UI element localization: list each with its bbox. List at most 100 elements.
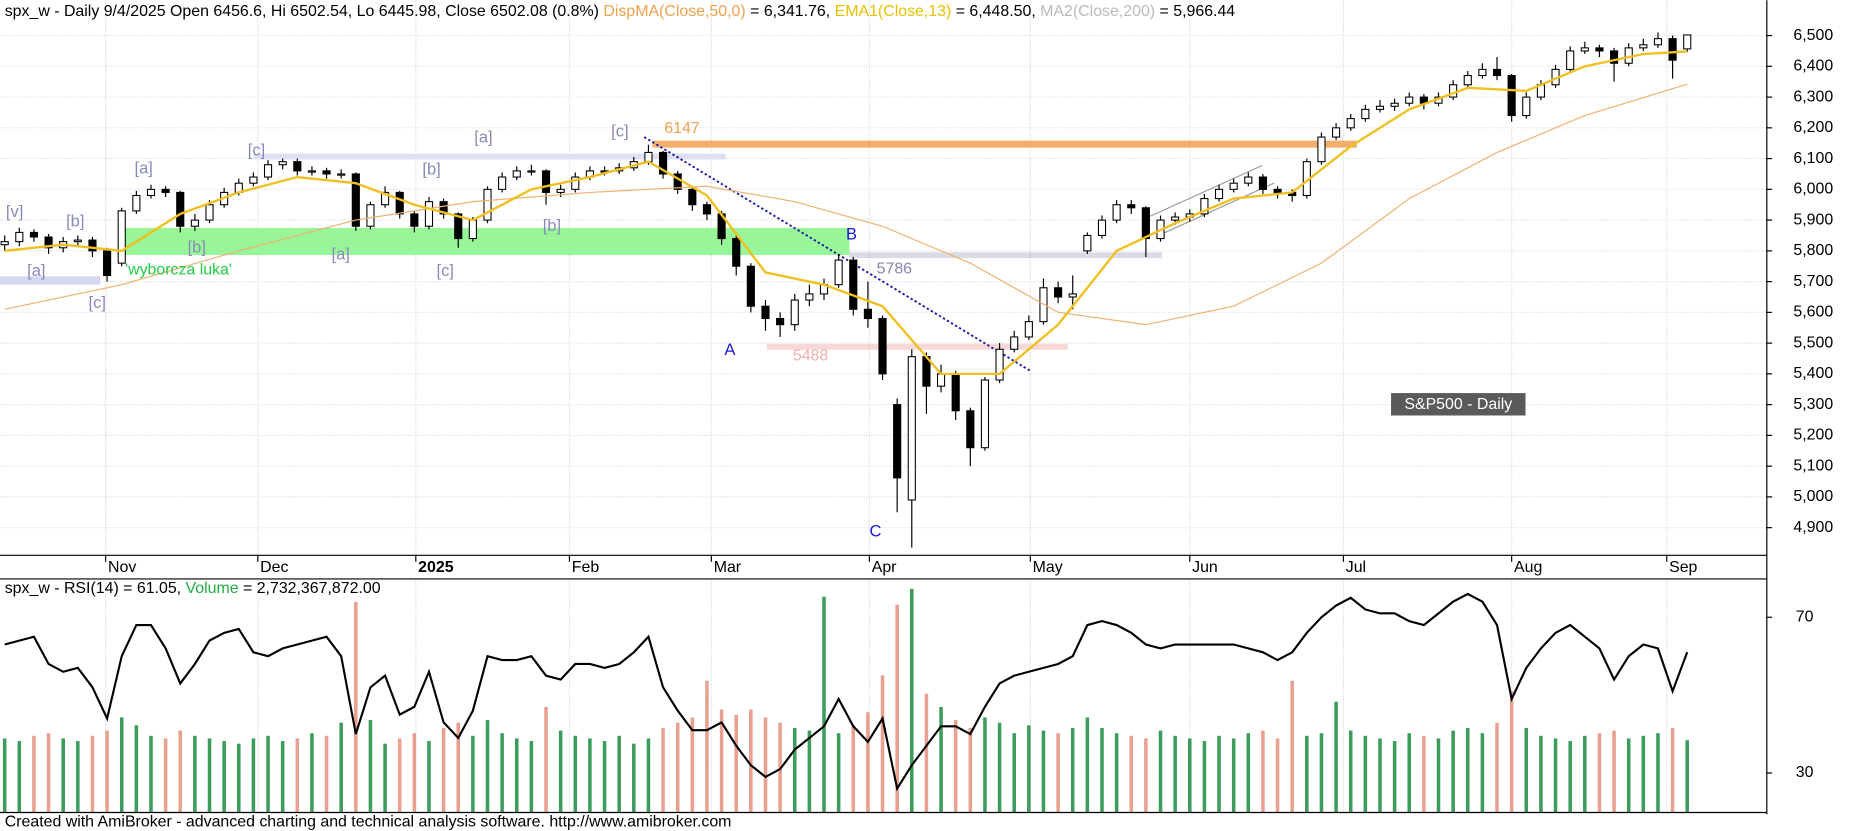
volume-bar [178,730,183,812]
candle-body [512,170,521,178]
x-tick-label: May [1033,559,1063,576]
zone [253,153,726,160]
volume-bar [1070,727,1075,812]
candle-body [893,404,902,479]
y-tick-label: 5,100 [1793,457,1833,474]
trendline [1161,182,1275,235]
candle-body [1054,287,1063,298]
y-tick-label: 70 [1796,608,1814,625]
candle-body [556,188,565,193]
candle-body [1683,34,1692,50]
volume-bar [1085,717,1090,812]
candle-body [293,161,302,172]
y-tick-label: 5,600 [1793,304,1833,321]
volume-bar [471,735,475,812]
volume-bar [310,733,314,812]
volume-bar [32,735,36,812]
wave-label: [v] [6,203,23,221]
candle-body [1361,108,1370,120]
volume-bar [792,727,797,812]
candle-body [1112,204,1121,221]
candle-body [1566,50,1575,70]
volume-bar [397,738,402,812]
volume-bar [734,714,738,812]
candle-body [1492,68,1502,77]
volume-bar [880,675,885,812]
x-tick-label: 2025 [418,559,454,576]
volume-bar [529,741,534,812]
candle-body [702,204,712,215]
volume-bar [807,730,812,812]
candle-body [732,238,741,267]
candle-body [995,348,1004,381]
zone [0,276,101,285]
volume-bar [1246,733,1251,812]
candle-body [146,188,156,197]
candle-body [1083,234,1092,252]
wave-label: C [870,523,882,541]
volume-bar [924,693,929,812]
candle-body [249,176,258,184]
wave-label: A [724,341,735,359]
volume-bar [895,604,899,812]
candle-body [0,241,9,246]
volume-bar [46,733,51,812]
candle-body [951,373,960,412]
wave-label: [a] [332,245,350,263]
x-tick-label: Jul [1346,559,1366,576]
candle-body [278,161,287,166]
candle-body [454,213,463,240]
header-part: MA2(Close,200) [1040,3,1155,20]
candle-body [790,299,799,326]
volume-bar [632,743,636,812]
volume-bar [573,735,578,812]
volume-bar [1173,735,1177,812]
volume-bar [1451,730,1455,812]
volume-bar [1539,735,1543,812]
candle-body [1610,50,1619,64]
candle-body [776,317,785,326]
frame [0,0,1768,815]
volume-bar [1056,733,1060,812]
y-tick-label: 6,200 [1793,119,1833,136]
y-tick-label: 6,300 [1793,88,1833,105]
volume-bar [485,720,490,812]
volume-bar [427,741,431,812]
candle-body [1200,198,1209,215]
candle-body [1127,204,1136,209]
candle-body [103,250,112,276]
candle-body [980,379,990,449]
candle-body [381,191,390,206]
volume-bar [588,738,592,812]
candle-body [205,204,214,221]
level-label: 5786 [877,260,913,277]
wave-label: [b] [422,160,440,178]
header-part: = 5,966.44 [1155,3,1235,20]
volume-bar [866,712,870,812]
candle-body [1375,105,1385,110]
volume-bar [705,680,709,812]
volume-bar [1129,735,1134,812]
wave-label: [c] [88,294,105,312]
x-tick-label: Aug [1514,559,1542,576]
volume-bar [1480,733,1485,812]
volume-bar [1597,733,1602,812]
candle-body [658,151,668,175]
candle-body [322,170,331,175]
candle-body [337,173,346,176]
volume-bar [61,738,65,812]
y-tick-label: 5,300 [1793,396,1833,413]
volume-bar [851,725,856,812]
volume-bar [1114,733,1119,812]
volume-bar [1641,735,1646,812]
wave-label: [a] [27,262,45,280]
candle-body [1024,321,1033,338]
volume-bar [1144,738,1148,812]
candle-body [15,231,24,243]
candle-body [1478,68,1487,77]
candle-body [746,265,755,307]
candle-body [1595,47,1604,52]
volume-bar [119,717,124,812]
